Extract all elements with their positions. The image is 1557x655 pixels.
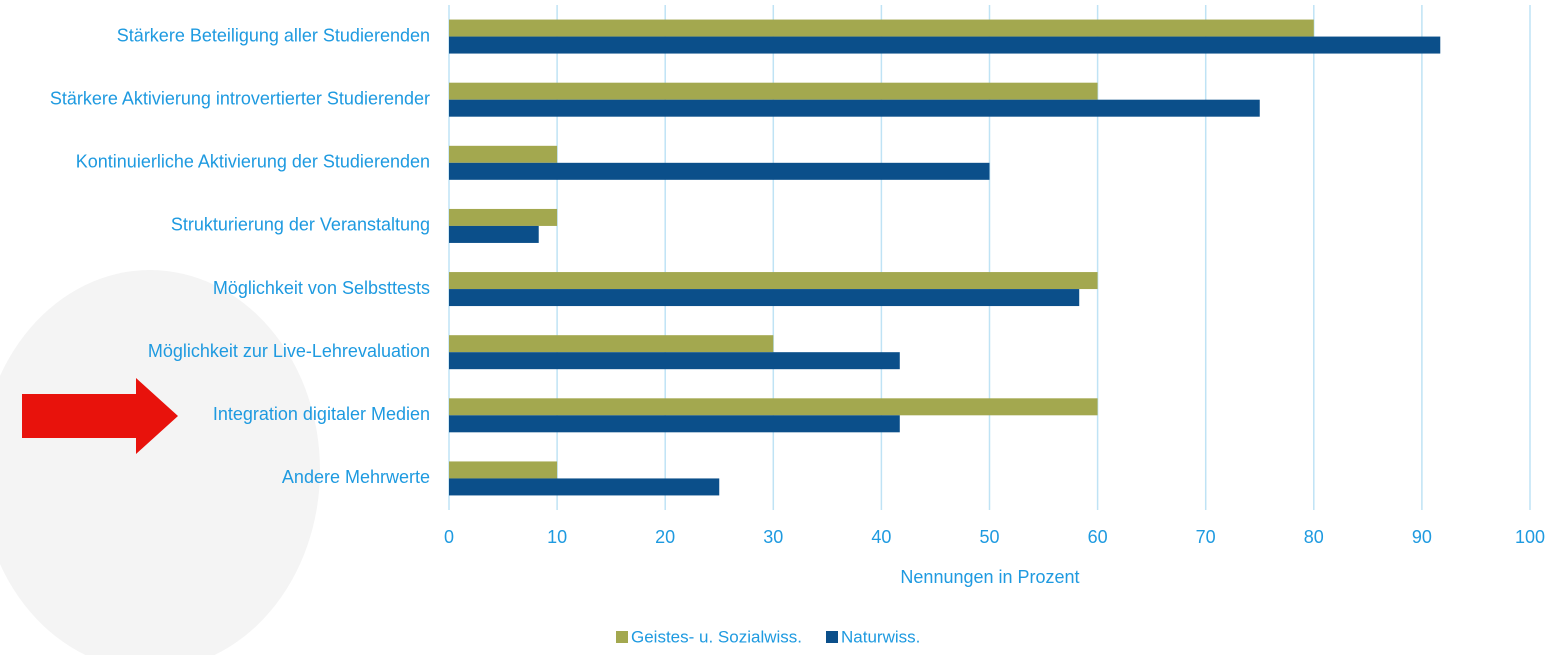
y-tick-label: Kontinuierliche Aktivierung der Studiere… <box>76 152 430 172</box>
x-tick-label: 20 <box>655 527 675 547</box>
y-tick-label: Andere Mehrwerte <box>282 467 430 487</box>
x-tick-label: 50 <box>979 527 999 547</box>
bar <box>449 335 774 353</box>
x-tick-label: 60 <box>1088 527 1108 547</box>
bar <box>449 19 1314 37</box>
x-tick-label: 90 <box>1412 527 1432 547</box>
x-axis-title: Nennungen in Prozent <box>900 567 1079 587</box>
y-tick-label: Stärkere Beteiligung aller Studierenden <box>117 25 430 45</box>
x-tick-label: 40 <box>871 527 891 547</box>
legend-label: Geistes- u. Sozialwiss. <box>631 627 802 646</box>
y-tick-label: Möglichkeit zur Live-Lehrevaluation <box>148 341 430 361</box>
bar <box>449 145 558 163</box>
x-tick-label: 70 <box>1196 527 1216 547</box>
watermark <box>0 270 320 655</box>
bar <box>449 289 1080 307</box>
x-tick-label: 30 <box>763 527 783 547</box>
bar <box>449 82 1098 100</box>
bar <box>449 162 990 180</box>
x-tick-label: 80 <box>1304 527 1324 547</box>
bar <box>449 272 1098 290</box>
legend-swatch <box>616 631 628 643</box>
legend-label: Naturwiss. <box>841 627 920 646</box>
bar <box>449 225 539 243</box>
bar <box>449 36 1441 54</box>
bar <box>449 398 1098 416</box>
bar <box>449 352 900 370</box>
bar <box>449 415 900 433</box>
highlight-arrow <box>22 378 178 454</box>
bar <box>449 99 1260 117</box>
y-tick-label: Stärkere Aktivierung introvertierter Stu… <box>50 88 430 108</box>
x-tick-label: 0 <box>444 527 454 547</box>
y-tick-label: Möglichkeit von Selbsttests <box>213 278 430 298</box>
legend-swatch <box>826 631 838 643</box>
bar <box>449 478 720 496</box>
y-tick-label: Strukturierung der Veranstaltung <box>171 215 430 235</box>
x-tick-label: 100 <box>1515 527 1545 547</box>
x-tick-label: 10 <box>547 527 567 547</box>
bar <box>449 461 558 479</box>
bar <box>449 208 558 226</box>
y-tick-label: Integration digitaler Medien <box>213 404 430 424</box>
